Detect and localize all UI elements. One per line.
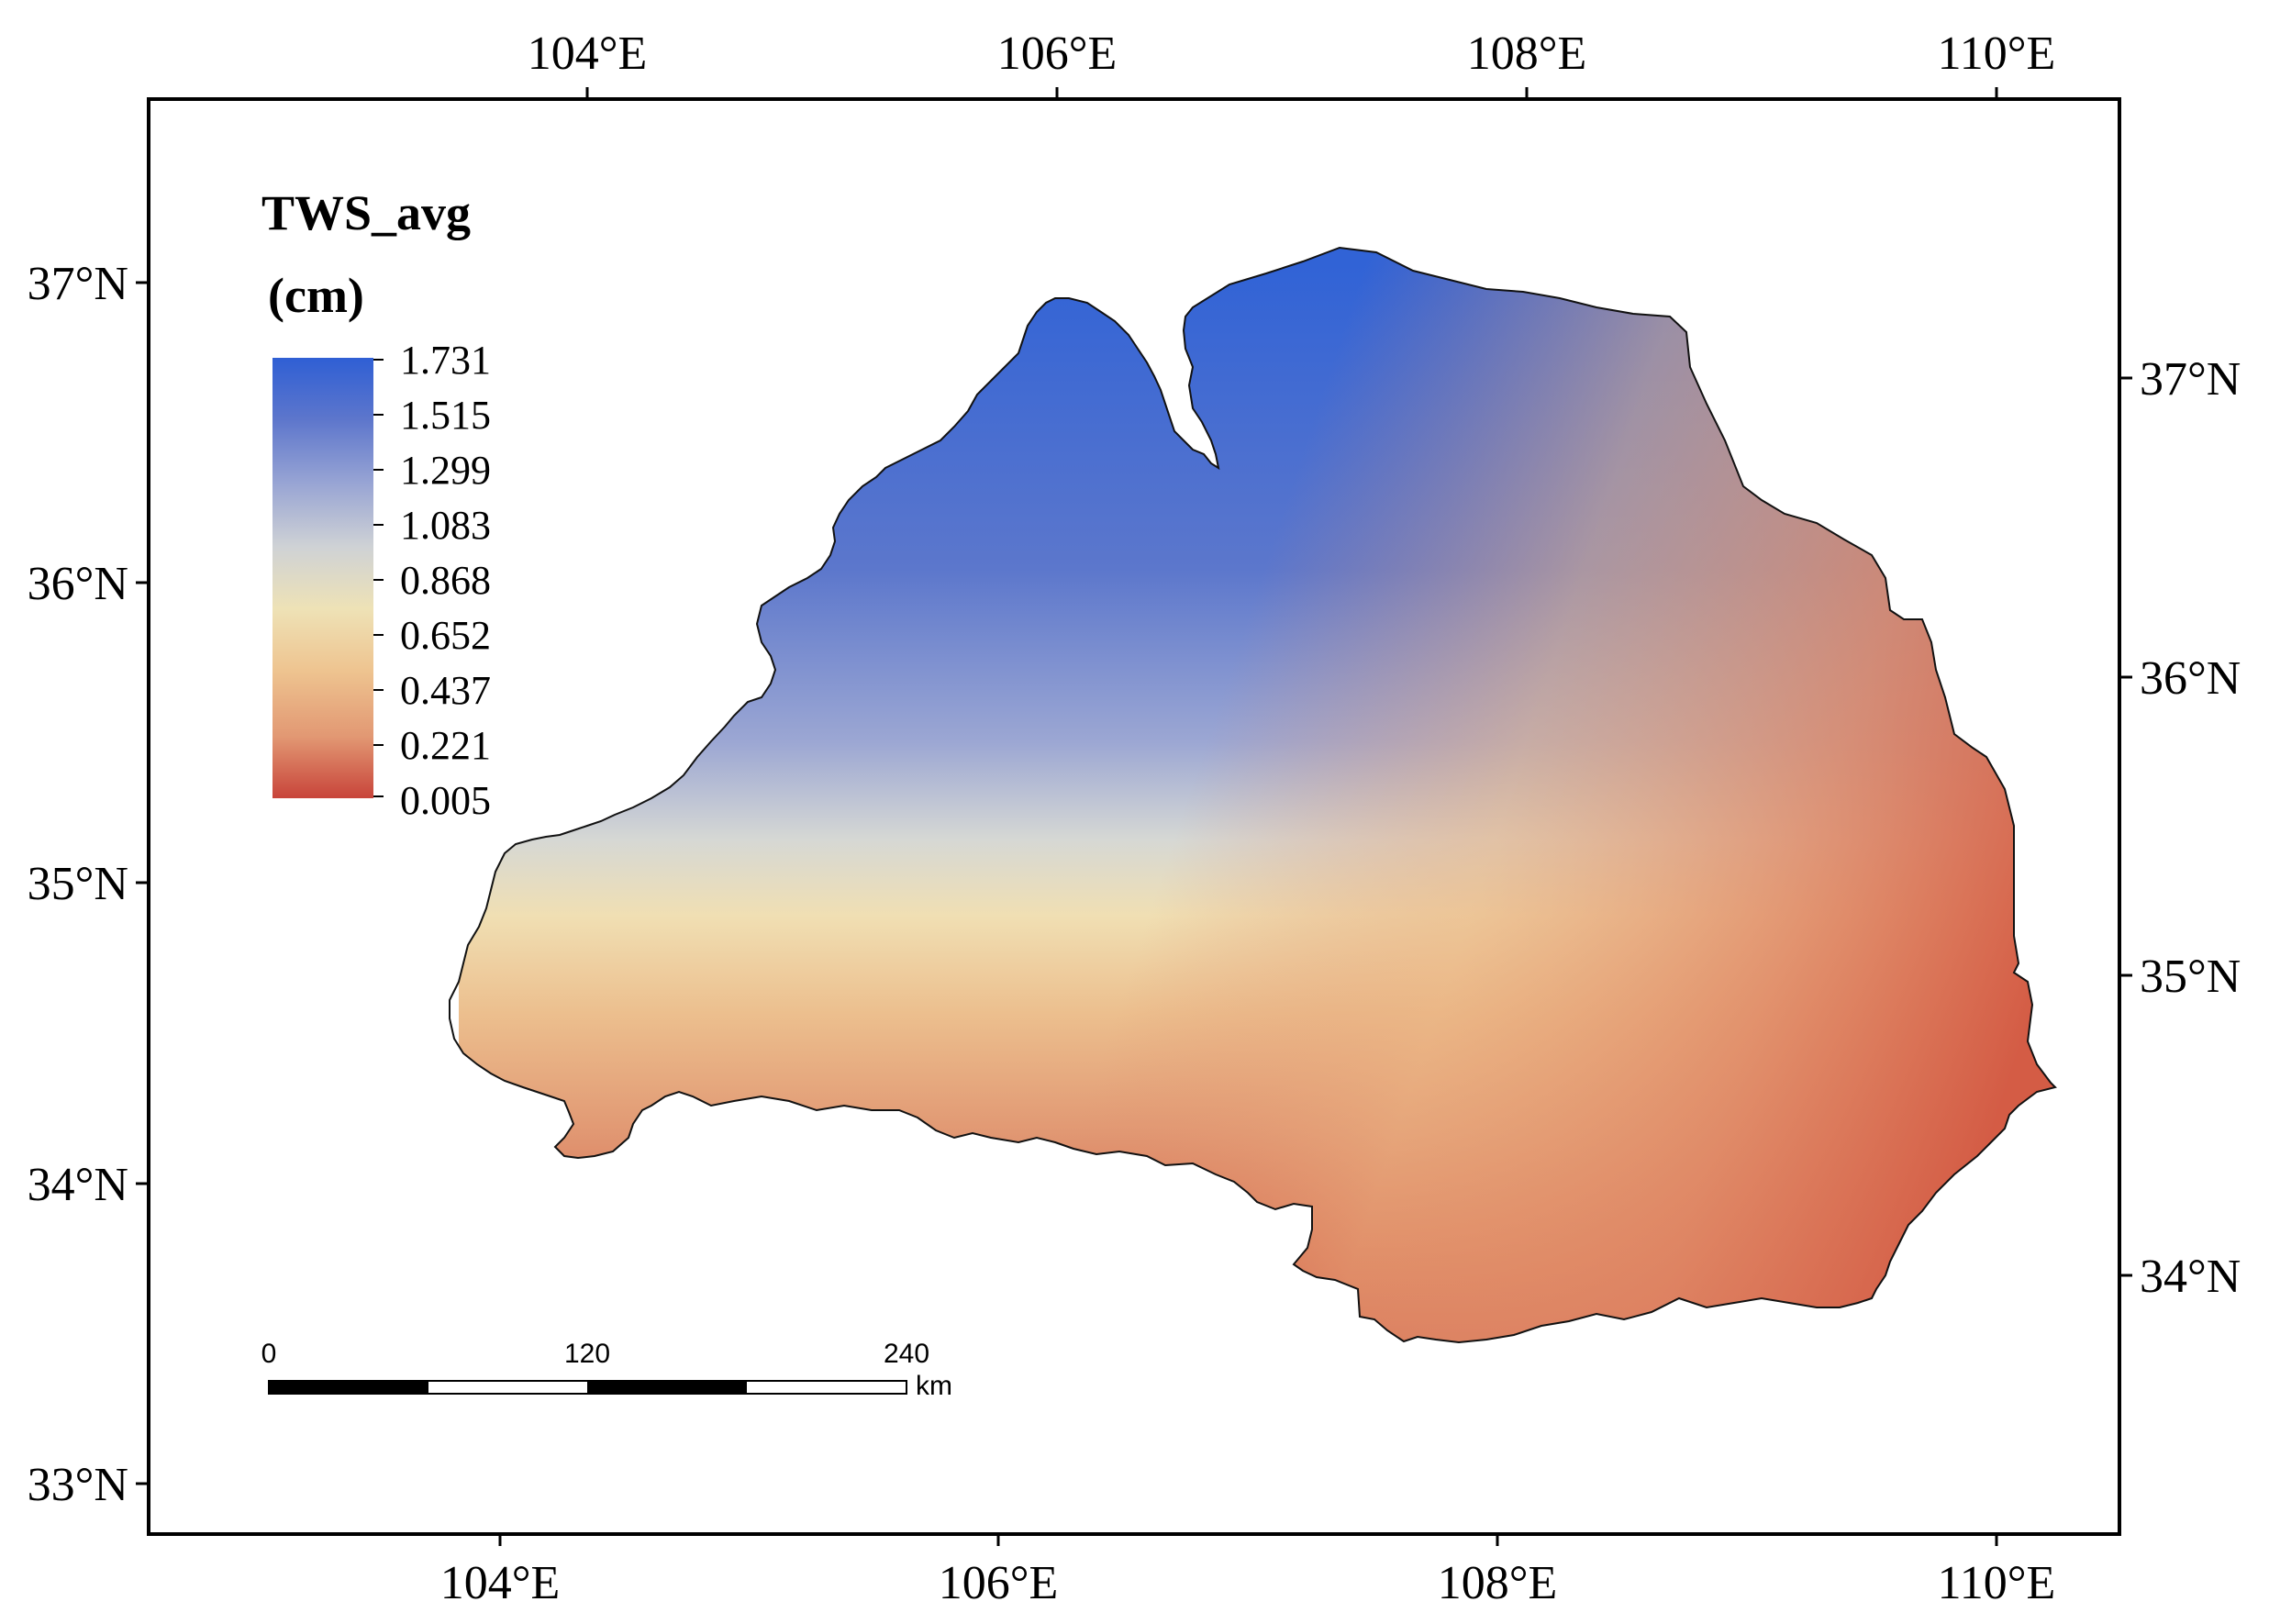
legend-value: 0.221 xyxy=(400,723,491,768)
right-tick-label: 35°N xyxy=(2140,951,2241,1003)
top-tick-label: 106°E xyxy=(997,28,1118,80)
legend-value: 0.005 xyxy=(400,778,491,823)
bottom-tick-label: 110°E xyxy=(1938,1557,2056,1609)
right-tick-label: 34°N xyxy=(2140,1251,2241,1303)
basin-outline xyxy=(449,246,2057,1344)
left-tick-label: 36°N xyxy=(28,558,128,610)
legend-ticks xyxy=(373,359,384,797)
left-tick-label: 37°N xyxy=(28,258,128,310)
scale-bar: 0 120 240 km xyxy=(261,1339,952,1401)
top-tick-label: 110°E xyxy=(1938,28,2056,80)
scale-label: 0 xyxy=(261,1339,277,1369)
legend-title: TWS_avg xyxy=(261,185,471,240)
scale-unit: km xyxy=(916,1371,952,1401)
legend-colorbar xyxy=(273,358,373,798)
right-axis: 37°N 36°N 35°N 34°N xyxy=(2119,353,2241,1303)
left-tick-label: 33°N xyxy=(28,1459,128,1511)
bottom-tick-label: 104°E xyxy=(440,1557,561,1609)
legend-value: 1.731 xyxy=(400,338,491,383)
top-tick-label: 104°E xyxy=(528,28,648,80)
bottom-axis: 104°E 106°E 108°E 110°E xyxy=(440,1534,2056,1609)
legend-value: 1.515 xyxy=(400,393,491,438)
left-tick-label: 34°N xyxy=(28,1159,128,1211)
legend-value: 0.868 xyxy=(400,558,491,603)
scale-label: 240 xyxy=(884,1339,929,1369)
bottom-tick-label: 108°E xyxy=(1438,1557,1558,1609)
right-tick-label: 36°N xyxy=(2140,652,2241,705)
legend-value: 1.299 xyxy=(400,448,491,493)
left-axis: 37°N 36°N 35°N 34°N 33°N xyxy=(28,258,149,1511)
top-tick-label: 108°E xyxy=(1467,28,1587,80)
left-tick-label: 35°N xyxy=(28,858,128,910)
scale-label: 120 xyxy=(564,1339,610,1369)
top-axis: 104°E 106°E 108°E 110°E xyxy=(528,28,2056,99)
legend-value: 0.437 xyxy=(400,668,491,713)
legend: TWS_avg (cm) 1.731 1.515 1.299 1.083 0.8… xyxy=(261,185,491,823)
bottom-tick-label: 106°E xyxy=(939,1557,1059,1609)
right-tick-label: 37°N xyxy=(2140,353,2241,406)
legend-value: 1.083 xyxy=(400,503,491,548)
legend-unit: (cm) xyxy=(268,268,364,323)
legend-value: 0.652 xyxy=(400,613,491,658)
